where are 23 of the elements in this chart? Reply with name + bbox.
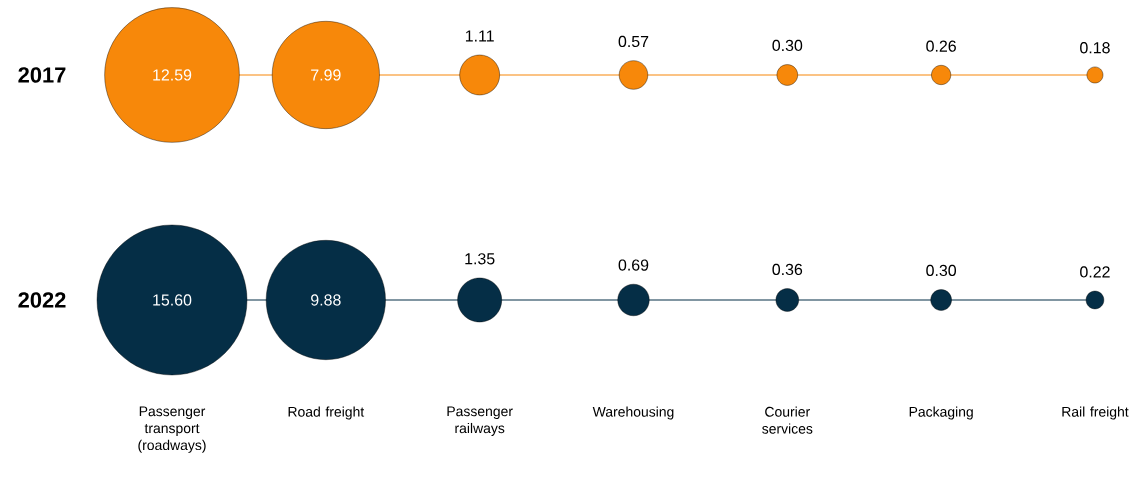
data-label: 0.18 (1080, 42, 1110, 54)
category-label: Passenger transport (roadways) (138, 406, 206, 453)
data-label: 12.59 (153, 69, 192, 81)
data-label: 0.22 (1080, 266, 1110, 278)
data-label: 0.69 (618, 259, 649, 271)
data-label: 1.11 (465, 30, 494, 42)
category-label: Passenger railways (447, 406, 513, 436)
data-label: 9.88 (311, 294, 341, 306)
category-label: Warehousing (592, 406, 674, 420)
data-label: 7.99 (311, 69, 341, 81)
data-label: 1.35 (465, 253, 495, 265)
category-label: Courier services (762, 406, 813, 434)
data-label: 0.57 (618, 35, 649, 48)
category-label: Road freight (288, 406, 365, 420)
data-label: 0.30 (926, 264, 957, 277)
series-label: 2022 (18, 292, 66, 308)
data-label: 15.60 (153, 294, 192, 306)
category-label: Rail freight (1062, 406, 1129, 420)
category-label: Packaging (909, 406, 973, 420)
data-label: 0.30 (772, 39, 803, 52)
data-label: 0.26 (926, 40, 956, 52)
series-label: 2017 (18, 67, 66, 83)
data-label: 0.36 (772, 263, 803, 276)
